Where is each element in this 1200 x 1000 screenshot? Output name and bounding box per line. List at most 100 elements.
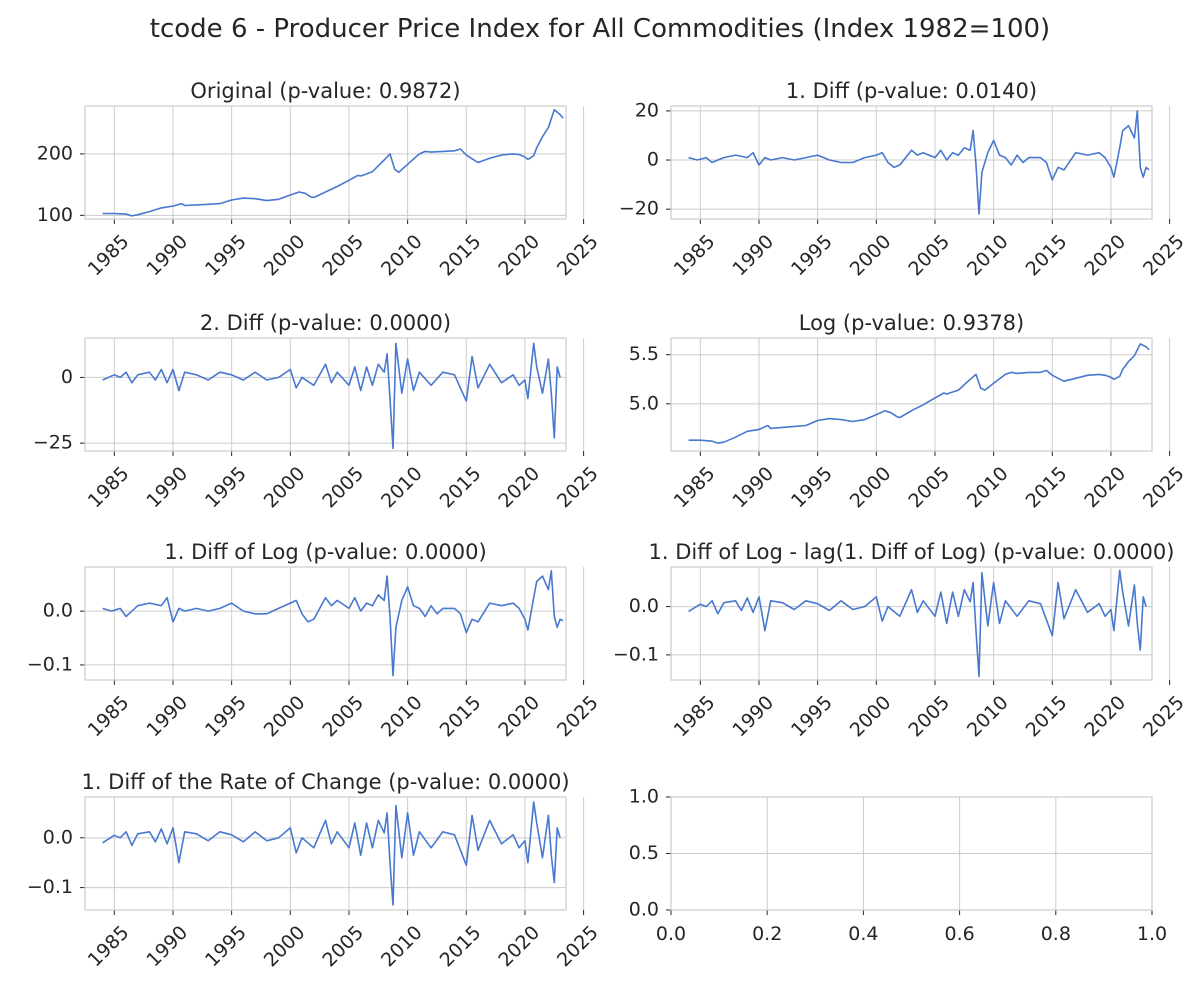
x-tick-label: 1995 [787, 231, 837, 281]
x-tick-label: 2015 [436, 692, 486, 742]
x-tick-label: 2005 [904, 692, 954, 742]
x-tick-label: 1995 [201, 231, 251, 281]
x-tick-label: 2025 [1139, 692, 1189, 742]
x-tick-label: 1995 [787, 692, 837, 742]
x-tick-label: 1990 [728, 692, 778, 742]
x-tick-label: 2005 [318, 922, 368, 972]
subplot-title: Log (p-value: 0.9378) [799, 311, 1025, 335]
x-tick-label: 2015 [436, 922, 486, 972]
y-tick-label: 0.5 [629, 842, 659, 864]
x-tick-label: 2015 [1022, 463, 1072, 513]
y-tick-label: −0.1 [27, 653, 73, 675]
x-tick-label: 2010 [963, 231, 1013, 281]
x-tick-label: 1990 [142, 231, 192, 281]
x-tick-label: 2020 [494, 463, 544, 513]
y-tick-label: 0.0 [43, 826, 73, 848]
x-tick-label: 2025 [1139, 463, 1189, 513]
y-tick-label: 0.0 [629, 899, 659, 921]
x-tick-label: 2015 [1022, 692, 1072, 742]
x-tick-label: 1990 [728, 463, 778, 513]
subplot-title: 1. Diff of the Rate of Change (p-value: … [81, 770, 569, 794]
subplot-4: Log (p-value: 0.9378) 1985 1990 1995 2000 200… [629, 311, 1189, 512]
subplot-1: Original (p-value: 0.9872)1985 1990 1995 20… [37, 79, 603, 280]
series-line-1 [102, 342, 561, 450]
y-tick-label: 0 [647, 149, 659, 171]
x-tick-label: 2005 [318, 231, 368, 281]
axes-frame [84, 566, 567, 681]
y-tick-label: 0.0 [629, 595, 659, 617]
x-tick-label: 2020 [494, 692, 544, 742]
y-tick-label: −25 [33, 432, 73, 454]
axes-frame [670, 337, 1153, 452]
x-tick-label: 2005 [904, 463, 954, 513]
x-tick-label: 2000 [846, 463, 896, 513]
x-tick-label: 2000 [260, 463, 310, 513]
x-tick-label: 2005 [318, 463, 368, 513]
x-tick-label: 2025 [553, 692, 603, 742]
x-tick-label: 2015 [1022, 231, 1072, 281]
x-tick-label: 1985 [84, 231, 134, 281]
subplot-7: 1. Diff of the Rate of Change (p-value: … [27, 770, 603, 971]
y-tick-label: 0.0 [43, 600, 73, 622]
y-tick-label: 1.0 [629, 786, 659, 808]
subplot-title: Original (p-value: 0.9872) [190, 79, 460, 103]
series-line-1 [688, 110, 1150, 215]
x-tick-label: 2000 [260, 692, 310, 742]
x-tick-label: 1995 [201, 463, 251, 513]
x-tick-label: 2000 [846, 692, 896, 742]
x-tick-label: 2000 [846, 231, 896, 281]
x-tick-label: 0.2 [752, 923, 782, 945]
x-tick-label: 2010 [377, 463, 427, 513]
x-tick-label: 1995 [787, 463, 837, 513]
axes-frame [670, 796, 1153, 911]
series-line-1 [102, 108, 564, 217]
x-tick-label: 1.0 [1137, 923, 1167, 945]
x-tick-label: 2010 [963, 692, 1013, 742]
x-tick-label: 1985 [84, 922, 134, 972]
x-tick-label: 2000 [260, 922, 310, 972]
x-tick-label: 2020 [494, 922, 544, 972]
x-tick-label: 2010 [377, 692, 427, 742]
x-tick-label: 2020 [1080, 463, 1130, 513]
y-tick-label: 0 [61, 366, 73, 388]
x-tick-label: 0.4 [848, 923, 878, 945]
axes-frame [670, 566, 1153, 681]
axes-frame [84, 337, 567, 452]
y-tick-label: −20 [619, 198, 659, 220]
y-tick-label: 100 [37, 204, 73, 226]
x-tick-label: 2010 [377, 922, 427, 972]
axes-frame [84, 796, 567, 911]
x-tick-label: 2005 [904, 231, 954, 281]
y-tick-label: 5.5 [629, 343, 659, 365]
x-tick-label: 1985 [670, 692, 720, 742]
y-tick-label: 20 [635, 99, 659, 121]
x-tick-label: 2010 [377, 231, 427, 281]
x-tick-label: 0.6 [944, 923, 974, 945]
x-tick-label: 1985 [670, 231, 720, 281]
x-tick-label: 2000 [260, 231, 310, 281]
x-tick-label: 2005 [318, 692, 368, 742]
series-line-1 [102, 569, 564, 677]
x-tick-label: 1995 [201, 922, 251, 972]
x-tick-label: 2020 [1080, 231, 1130, 281]
x-tick-label: 2020 [1080, 692, 1130, 742]
x-tick-label: 2025 [553, 463, 603, 513]
axes-frame [84, 105, 567, 220]
subplot-3: 2. Diff (p-value: 0.0000)1985 1990 1995 200… [33, 311, 603, 512]
subplot-title: 1. Diff of Log (p-value: 0.0000) [164, 540, 486, 564]
x-tick-label: 0.0 [656, 923, 686, 945]
x-tick-label: 2025 [553, 922, 603, 972]
x-tick-label: 1995 [201, 692, 251, 742]
x-tick-label: 2010 [963, 463, 1013, 513]
subplot-8: 0.0 0.2 0.4 0.6 0.8 1.0 0.0 0.5 1.0 [629, 786, 1167, 946]
x-tick-label: 1990 [142, 463, 192, 513]
x-tick-label: 2020 [494, 231, 544, 281]
x-tick-label: 1990 [728, 231, 778, 281]
x-tick-label: 1990 [142, 692, 192, 742]
x-tick-label: 2015 [436, 231, 486, 281]
figure-title: tcode 6 - Producer Price Index for All C… [149, 14, 1051, 44]
series-line-1 [688, 569, 1147, 678]
subplot-title: 2. Diff (p-value: 0.0000) [200, 311, 451, 335]
